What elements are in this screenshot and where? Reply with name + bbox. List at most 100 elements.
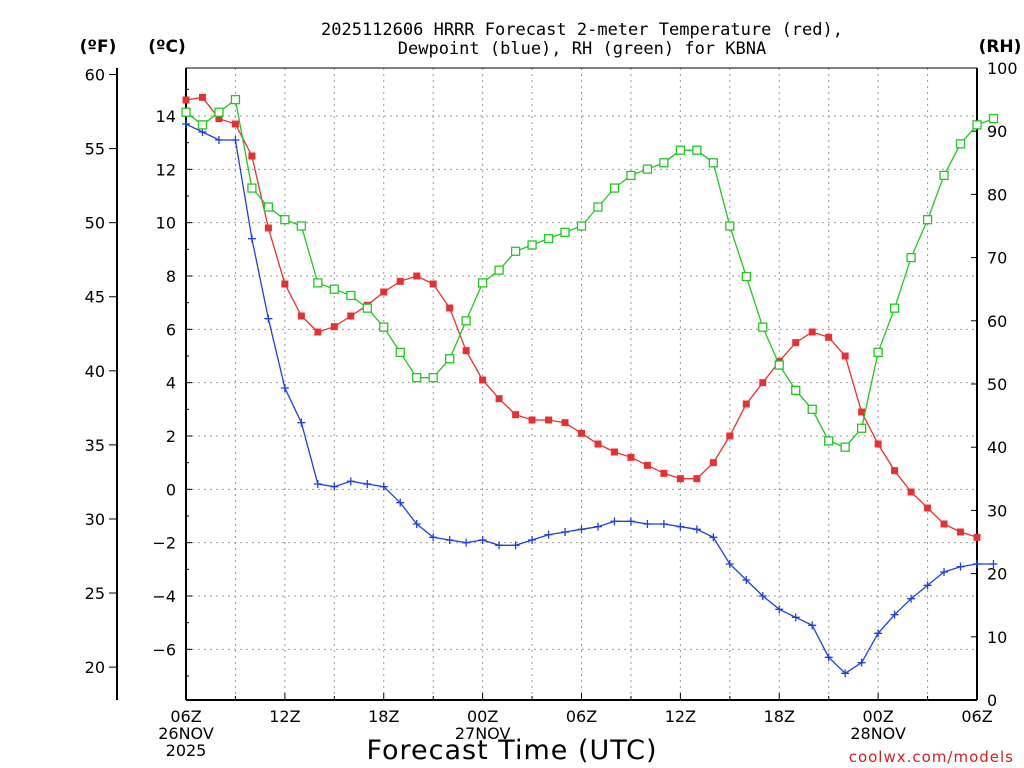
temperature-point (396, 277, 404, 285)
temperature-point (512, 411, 520, 419)
rh-point (692, 145, 702, 155)
dewpoint-point (676, 522, 685, 531)
dewpoint-point (495, 541, 504, 550)
time-tick-label: 06Z (961, 707, 992, 726)
temperature-point (676, 475, 684, 483)
dewpoint-point (577, 525, 586, 534)
temperature-point (264, 224, 272, 232)
dewpoint-point (478, 536, 487, 544)
dewpoint-point (379, 482, 388, 491)
rh-point (642, 164, 653, 174)
dewpoint-point (808, 621, 817, 630)
time-tick-label: 26NOV (158, 724, 214, 743)
dewpoint-point (989, 560, 998, 568)
celsius-tick-label: 2 (166, 427, 176, 446)
celsius-tick-label: −6 (152, 640, 176, 659)
temperature-point (891, 467, 899, 475)
temperature-point (215, 115, 223, 123)
rh-point (560, 227, 570, 237)
dewpoint-point (280, 384, 289, 392)
temperature-point (380, 288, 388, 296)
temperature-point (610, 448, 618, 456)
dewpoint-point (297, 418, 306, 427)
dewpoint-point (214, 136, 223, 144)
rh-point (988, 113, 999, 124)
rh-point (263, 202, 274, 212)
rh-tick-label: 20 (987, 565, 1007, 584)
time-tick-label: 2025 (166, 741, 207, 760)
temperature-point (858, 408, 866, 416)
celsius-tick-label: 12 (156, 160, 176, 179)
fahrenheit-unit-label: (ºF) (80, 37, 117, 57)
chart-title-line-2: Dewpoint (blue), RH (green) for KBNA (398, 39, 766, 59)
temperature-point (545, 416, 553, 424)
rh-point (972, 120, 982, 130)
rh-point (313, 278, 323, 288)
temperature-point (825, 333, 833, 341)
dewpoint-point (775, 605, 784, 614)
dewpoint-point (544, 530, 553, 539)
dewpoint-point (956, 562, 965, 571)
dewpoint-point (824, 653, 833, 662)
time-tick-label: 00Z (467, 707, 498, 726)
dewpoint-point (528, 536, 537, 544)
temperature-point (198, 93, 206, 101)
dewpoint-point (626, 517, 635, 526)
temperature-point (594, 440, 602, 448)
time-tick-label: 18Z (368, 707, 399, 726)
dewpoint-point (758, 592, 767, 600)
dewpoint-point (445, 536, 454, 544)
rh-tick-label: 40 (987, 438, 1007, 457)
dewpoint-point (511, 541, 520, 550)
temperature-point (940, 520, 948, 528)
temperature-point (231, 120, 239, 128)
time-tick-label: 00Z (862, 707, 893, 726)
dewpoint-point (857, 658, 866, 667)
fahrenheit-tick-label: 35 (85, 436, 105, 455)
temperature-point (528, 416, 536, 424)
rh-point (609, 183, 620, 193)
temperature-point (182, 96, 190, 104)
temperature-point (627, 453, 635, 461)
rh-point (296, 221, 307, 231)
temperature-point (413, 272, 421, 280)
temperature-point (578, 429, 585, 437)
rh-point (774, 360, 784, 370)
dewpoint-point (313, 480, 322, 488)
dewpoint-point (940, 568, 949, 576)
series-rh (181, 94, 999, 452)
temperature-point (874, 440, 882, 448)
dewpoint-point (429, 533, 438, 542)
celsius-tick-label: 6 (166, 320, 176, 339)
rh-point (626, 170, 636, 181)
dewpoint-point (923, 581, 932, 590)
rh-point (708, 158, 718, 168)
temperature-point (742, 400, 750, 408)
dewpoint-point (709, 533, 718, 542)
credit-text: coolwx.com/models (849, 748, 1014, 766)
dewpoint-point (462, 538, 471, 547)
fahrenheit-tick-label: 55 (85, 140, 105, 159)
temperature-point (429, 280, 437, 288)
rh-point (955, 139, 966, 149)
temperature-point (248, 152, 256, 160)
rh-tick-label: 30 (987, 501, 1007, 520)
rh-point (675, 145, 686, 155)
celsius-unit-label: (ºC) (148, 37, 186, 57)
rh-point (922, 215, 933, 225)
dewpoint-point (874, 629, 883, 638)
dewpoint-point (791, 613, 800, 622)
rh-tick-label: 100 (987, 59, 1018, 78)
dewpoint-point (231, 136, 240, 144)
rh-point (543, 233, 554, 244)
rh-point (461, 316, 471, 326)
fahrenheit-tick-label: 50 (85, 214, 105, 233)
rh-tick-label: 10 (987, 628, 1007, 647)
celsius-tick-label: −4 (152, 587, 176, 606)
dewpoint-point (643, 520, 652, 528)
rh-point (362, 303, 372, 313)
time-tick-label: 28NOV (850, 724, 906, 743)
rh-point (758, 322, 768, 332)
fahrenheit-tick-label: 40 (85, 362, 105, 381)
